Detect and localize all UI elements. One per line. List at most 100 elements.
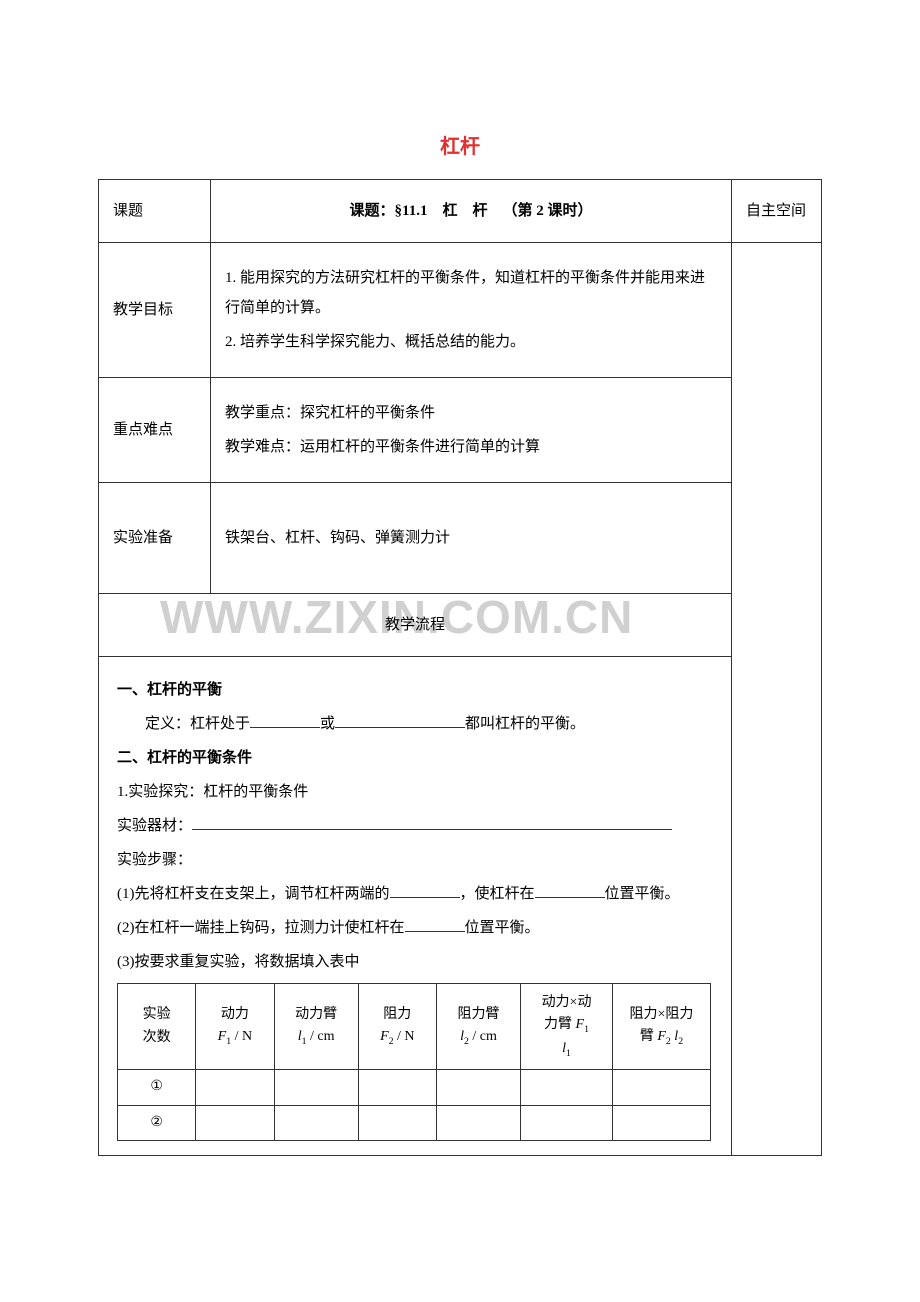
side-space	[732, 243, 822, 1156]
hdr-l2-l1: 阻力臂	[458, 1007, 500, 1022]
blank-def-1[interactable]	[250, 710, 320, 728]
exp-steps-label: 实验步骤：	[117, 845, 713, 875]
step2-post: 位置平衡。	[465, 920, 540, 936]
hdr-l1: 动力臂 l1 / cm	[274, 984, 358, 1070]
hdr-f2l2-l1: 阻力×阻力	[630, 1007, 694, 1022]
hdr-f1l1-l1: 动力×动	[542, 995, 592, 1010]
hdr-trial: 实验 次数	[118, 984, 196, 1070]
row1-c7[interactable]	[612, 1070, 710, 1105]
blank-step1-a[interactable]	[390, 880, 460, 898]
hdr-f1: 动力 F1 / N	[196, 984, 274, 1070]
sym-l2s: 2	[464, 1036, 469, 1047]
data-row-2: ②	[118, 1105, 711, 1140]
flow-title: 教学流程	[99, 594, 732, 657]
hdr-f2: 阻力 F2 / N	[358, 984, 436, 1070]
sym-f2sb: 2	[666, 1036, 671, 1047]
exp-materials-label: 实验器材：	[117, 818, 192, 834]
step2-pre: (2)在杠杆一端挂上钩码，拉测力计使杠杆在	[117, 920, 405, 936]
hdr-f2-l1: 阻力	[383, 1007, 411, 1022]
hdr-f1-l1: 动力	[221, 1007, 249, 1022]
sym-l1s: 1	[302, 1036, 307, 1047]
step-3: (3)按要求重复实验，将数据填入表中	[117, 947, 713, 977]
sym-f2: F	[380, 1029, 389, 1044]
blank-def-2[interactable]	[335, 710, 465, 728]
def-mid: 或	[320, 716, 335, 732]
sym-f1sb: 1	[584, 1024, 589, 1035]
keypoint-text-2: 教学难点：运用杠杆的平衡条件进行简单的计算	[225, 432, 717, 462]
label-topic: 课题	[99, 180, 211, 243]
data-row-1: ①	[118, 1070, 711, 1105]
unit-l1: / cm	[310, 1029, 335, 1044]
blank-step2[interactable]	[405, 914, 465, 932]
hdr-f2l2: 阻力×阻力 臂 F2 l2	[612, 984, 710, 1070]
step-1: (1)先将杠杆支在支架上，调节杠杆两端的 ，使杠杆在 位置平衡。	[117, 879, 713, 909]
blank-step1-b[interactable]	[535, 880, 605, 898]
hdr-l2: 阻力臂 l2 / cm	[436, 984, 520, 1070]
row-topic: 课题 课题：§11.1 杠 杆 （第 2 课时） 自主空间	[99, 180, 822, 243]
label-keypoints: 重点难点	[99, 378, 211, 483]
row1-c3[interactable]	[274, 1070, 358, 1105]
lesson-plan-table: 课题 课题：§11.1 杠 杆 （第 2 课时） 自主空间 教学目标 1. 能用…	[98, 179, 822, 1156]
data-table: 实验 次数 动力 F1 / N 动力臂 l1 / cm 阻力	[117, 983, 711, 1141]
heading-balance: 一、杠杆的平衡	[117, 675, 713, 705]
row2-c7[interactable]	[612, 1105, 710, 1140]
def-post: 都叫杠杆的平衡。	[465, 716, 585, 732]
row1-c5[interactable]	[436, 1070, 520, 1105]
side-label: 自主空间	[732, 180, 822, 243]
row1-c2[interactable]	[196, 1070, 274, 1105]
flow-body: 一、杠杆的平衡 定义：杠杆处于 或 都叫杠杆的平衡。 二、杠杆的平衡条件 1.实验探…	[99, 657, 732, 1156]
exp-materials-line: 实验器材：	[117, 811, 713, 841]
step1-post: 位置平衡。	[605, 886, 680, 902]
definition-line: 定义：杠杆处于 或 都叫杠杆的平衡。	[145, 709, 713, 739]
hdr-trial-l2: 次数	[143, 1030, 171, 1045]
row1-c4[interactable]	[358, 1070, 436, 1105]
row2-c2[interactable]	[196, 1105, 274, 1140]
keypoint-text-1: 教学重点：探究杠杆的平衡条件	[225, 398, 717, 428]
row2-label: ②	[118, 1105, 196, 1140]
sym-f1s: 1	[226, 1036, 231, 1047]
row1-c6[interactable]	[521, 1070, 613, 1105]
content-goal: 1. 能用探究的方法研究杠杆的平衡条件，知道杠杆的平衡条件并能用来进行简单的计算…	[211, 243, 732, 378]
step1-pre: (1)先将杠杆支在支架上，调节杠杆两端的	[117, 886, 390, 902]
row-flow-body: 一、杠杆的平衡 定义：杠杆处于 或 都叫杠杆的平衡。 二、杠杆的平衡条件 1.实验探…	[99, 657, 822, 1156]
row-goal: 教学目标 1. 能用探究的方法研究杠杆的平衡条件，知道杠杆的平衡条件并能用来进行…	[99, 243, 822, 378]
goal-text-1: 1. 能用探究的方法研究杠杆的平衡条件，知道杠杆的平衡条件并能用来进行简单的计算…	[225, 263, 717, 323]
heading-condition: 二、杠杆的平衡条件	[117, 743, 713, 773]
hdr-l1-l1: 动力臂	[295, 1007, 337, 1022]
blank-materials[interactable]	[192, 812, 672, 830]
data-table-header: 实验 次数 动力 F1 / N 动力臂 l1 / cm 阻力	[118, 984, 711, 1070]
content-keypoints: 教学重点：探究杠杆的平衡条件 教学难点：运用杠杆的平衡条件进行简单的计算	[211, 378, 732, 483]
unit-f1: / N	[235, 1029, 253, 1044]
hdr-f2l2-l2: 臂	[640, 1029, 654, 1044]
step-2: (2)在杠杆一端挂上钩码，拉测力计使杠杆在 位置平衡。	[117, 913, 713, 943]
sym-f2s: 2	[389, 1036, 394, 1047]
row2-c5[interactable]	[436, 1105, 520, 1140]
goal-text-2: 2. 培养学生科学探究能力、概括总结的能力。	[225, 327, 717, 357]
document-content: 杠杆 课题 课题：§11.1 杠 杆 （第 2 课时） 自主空间 教学目标 1.…	[0, 130, 920, 1156]
label-goal: 教学目标	[99, 243, 211, 378]
content-topic: 课题：§11.1 杠 杆 （第 2 课时）	[211, 180, 732, 243]
unit-f2: / N	[397, 1029, 415, 1044]
sym-l1sb: 1	[566, 1048, 571, 1059]
content-prep: 铁架台、杠杆、钩码、弹簧测力计	[211, 483, 732, 594]
row-keypoints: 重点难点 教学重点：探究杠杆的平衡条件 教学难点：运用杠杆的平衡条件进行简单的计…	[99, 378, 822, 483]
row-prep: 实验准备 铁架台、杠杆、钩码、弹簧测力计	[99, 483, 822, 594]
step1-mid: ，使杠杆在	[460, 886, 535, 902]
hdr-f1l1: 动力×动 力臂 F1 l1	[521, 984, 613, 1070]
def-pre: 定义：杠杆处于	[145, 716, 250, 732]
row2-c6[interactable]	[521, 1105, 613, 1140]
sym-f1b: F	[576, 1017, 585, 1032]
unit-l2: / cm	[472, 1029, 497, 1044]
hdr-f1l1-l2: 力臂	[544, 1017, 572, 1032]
sym-f2b: F	[657, 1029, 666, 1044]
row1-label: ①	[118, 1070, 196, 1105]
page-title: 杠杆	[0, 130, 920, 159]
row2-c4[interactable]	[358, 1105, 436, 1140]
exp-inquiry: 1.实验探究：杠杆的平衡条件	[117, 777, 713, 807]
row-flow-title: 教学流程	[99, 594, 822, 657]
sym-l2sb: 2	[678, 1036, 683, 1047]
sym-f1: F	[218, 1029, 227, 1044]
hdr-trial-l1: 实验	[143, 1007, 171, 1022]
label-prep: 实验准备	[99, 483, 211, 594]
row2-c3[interactable]	[274, 1105, 358, 1140]
